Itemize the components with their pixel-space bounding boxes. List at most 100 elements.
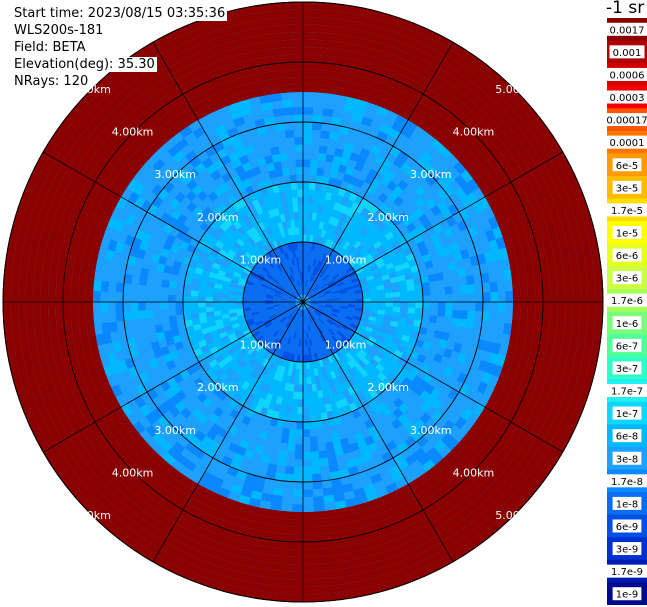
ppi-cell bbox=[295, 264, 299, 273]
ppi-cell bbox=[303, 279, 306, 288]
ppi-cell bbox=[115, 311, 124, 322]
ppi-cell bbox=[239, 234, 248, 244]
ppi-cell bbox=[276, 286, 284, 292]
ppi-cell bbox=[191, 318, 201, 326]
ppi-cell bbox=[272, 240, 279, 249]
ppi-cell bbox=[460, 302, 468, 311]
ppi-cell bbox=[138, 352, 149, 364]
ppi-cell bbox=[448, 547, 467, 563]
ppi-cell bbox=[388, 521, 404, 534]
ppi-cell bbox=[400, 296, 408, 303]
ppi-cell bbox=[310, 330, 315, 339]
ppi-cell bbox=[100, 280, 110, 292]
ppi-cell bbox=[292, 197, 299, 206]
ppi-cell bbox=[51, 460, 67, 479]
ppi-cell bbox=[251, 427, 262, 438]
ppi-cell bbox=[186, 94, 202, 108]
ppi-cell bbox=[250, 360, 259, 369]
ppi-cell bbox=[321, 176, 330, 185]
ppi-cell bbox=[31, 229, 43, 246]
ppi-cell bbox=[379, 59, 395, 72]
ppi-cell bbox=[435, 34, 454, 49]
ppi-cell bbox=[327, 279, 335, 286]
ppi-cell bbox=[90, 393, 103, 408]
ppi-cell bbox=[369, 473, 383, 485]
ppi-cell bbox=[57, 129, 73, 147]
ppi-cell bbox=[175, 516, 191, 530]
range-label: 1.00km bbox=[325, 339, 367, 352]
ppi-cell bbox=[286, 251, 292, 260]
ppi-cell bbox=[324, 306, 333, 310]
ppi-cell bbox=[396, 151, 410, 163]
ppi-cell bbox=[102, 145, 117, 161]
ppi-cell bbox=[383, 314, 392, 321]
ppi-cell bbox=[355, 99, 369, 110]
ppi-cell bbox=[195, 534, 212, 548]
ppi-cell bbox=[325, 276, 333, 284]
ppi-cell bbox=[370, 119, 383, 131]
ppi-cell bbox=[112, 80, 129, 96]
ppi-cell bbox=[398, 256, 409, 265]
ppi-cell bbox=[306, 280, 310, 288]
ppi-cell bbox=[196, 56, 213, 70]
ppi-cell bbox=[493, 482, 510, 499]
ppi-cell bbox=[447, 424, 461, 438]
ppi-cell bbox=[391, 240, 401, 250]
ppi-cell bbox=[343, 251, 351, 260]
ppi-cell bbox=[384, 457, 397, 470]
ppi-cell bbox=[141, 334, 151, 345]
ppi-cell bbox=[289, 266, 294, 274]
ppi-cell bbox=[166, 27, 185, 42]
ppi-cell bbox=[114, 406, 127, 421]
ppi-cell bbox=[380, 417, 392, 428]
ppi-cell bbox=[357, 323, 367, 330]
ppi-cell bbox=[153, 348, 163, 359]
ppi-cell bbox=[363, 329, 372, 337]
ppi-cell bbox=[40, 314, 50, 330]
ppi-cell bbox=[312, 274, 317, 282]
ppi-cell bbox=[114, 241, 125, 254]
ppi-cell bbox=[300, 249, 304, 258]
ppi-cell bbox=[113, 371, 125, 385]
ppi-cell bbox=[362, 298, 371, 303]
ppi-cell bbox=[127, 164, 141, 179]
ppi-cell bbox=[286, 286, 293, 292]
ppi-cell bbox=[223, 321, 232, 328]
ppi-cell bbox=[184, 477, 198, 491]
ppi-cell bbox=[561, 387, 575, 405]
ppi-cell bbox=[206, 315, 215, 323]
ppi-cell bbox=[504, 280, 513, 292]
ppi-cell bbox=[258, 18, 275, 28]
ppi-cell bbox=[460, 182, 474, 197]
ppi-cell bbox=[217, 269, 227, 277]
ppi-cell bbox=[272, 355, 279, 364]
ppi-cell bbox=[426, 244, 437, 254]
ppi-cell bbox=[279, 366, 286, 375]
ppi-cell bbox=[293, 315, 298, 324]
ppi-cell bbox=[503, 196, 516, 211]
ppi-cell bbox=[197, 502, 212, 515]
ppi-cell bbox=[450, 69, 467, 84]
ppi-cell bbox=[156, 262, 166, 273]
ppi-cell bbox=[295, 234, 300, 243]
ppi-cell bbox=[268, 169, 277, 179]
ppi-cell bbox=[110, 261, 120, 273]
ppi-cell bbox=[163, 535, 181, 550]
ppi-cell bbox=[261, 228, 270, 238]
ppi-cell bbox=[93, 290, 101, 302]
ppi-cell bbox=[90, 487, 107, 504]
ppi-cell bbox=[256, 583, 274, 593]
ppi-cell bbox=[290, 293, 297, 298]
ppi-cell bbox=[306, 308, 310, 316]
ppi-cell bbox=[376, 573, 394, 585]
ppi-cell bbox=[385, 554, 403, 567]
ppi-cell bbox=[252, 243, 261, 252]
ppi-cell bbox=[380, 500, 395, 513]
ppi-cell bbox=[286, 144, 296, 153]
ppi-cell bbox=[311, 473, 322, 482]
ppi-cell bbox=[151, 183, 164, 197]
ppi-cell bbox=[339, 356, 348, 365]
ppi-cell bbox=[139, 187, 152, 200]
ppi-cell bbox=[194, 108, 209, 121]
ppi-cell bbox=[349, 120, 362, 131]
